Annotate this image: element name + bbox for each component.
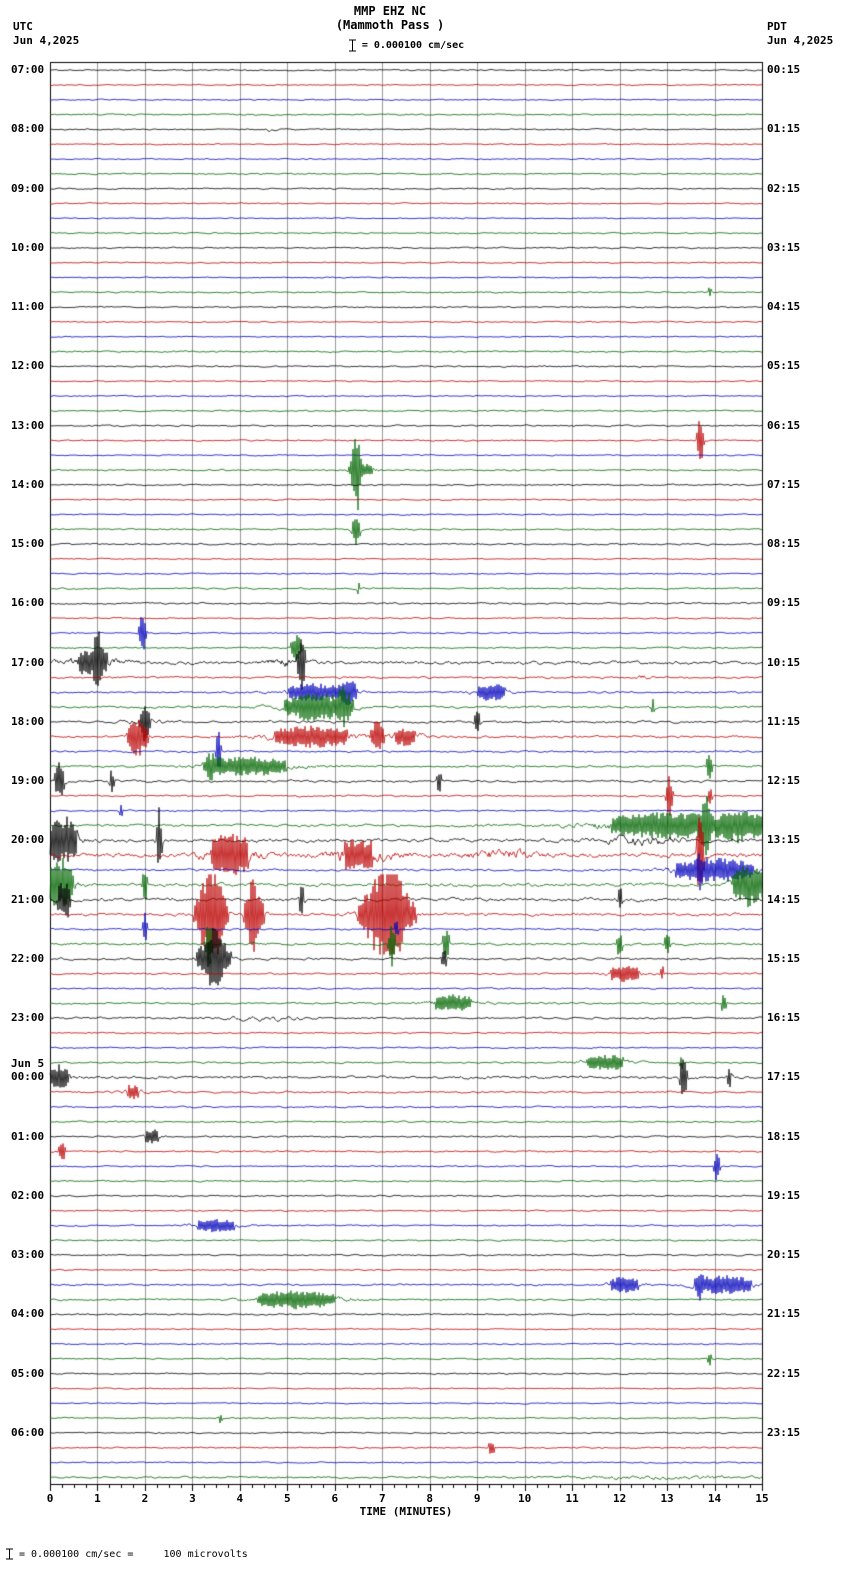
utc-hour-label: 05:00	[11, 1366, 45, 1380]
pdt-hour-label: 09:15	[767, 596, 801, 610]
pdt-hour-label: 21:15	[767, 1307, 801, 1321]
utc-hour-label: 00:00	[11, 1070, 45, 1084]
pdt-hour-label: 22:15	[767, 1366, 801, 1380]
utc-hour-label: 17:00	[11, 655, 45, 669]
pdt-hour-label: 23:15	[767, 1425, 801, 1439]
pdt-hour-label: 10:15	[767, 655, 801, 669]
x-tick-label: 15	[755, 1492, 769, 1505]
pdt-hour-label: 06:15	[767, 418, 801, 432]
utc-hour-label: 21:00	[11, 892, 45, 906]
pdt-hour-label: 04:15	[767, 300, 801, 314]
pdt-hour-label: 07:15	[767, 477, 801, 491]
header-center: MMP EHZ NC (Mammoth Pass )	[0, 4, 780, 32]
x-tick-label: 8	[426, 1492, 434, 1505]
station-title: MMP EHZ NC	[353, 4, 427, 18]
x-axis-title: TIME (MINUTES)	[359, 1505, 453, 1518]
scale-bar-icon	[348, 39, 356, 52]
pdt-hour-label: 19:15	[767, 1188, 801, 1202]
utc-hour-label: 19:00	[11, 774, 45, 788]
pdt-hour-label: 05:15	[767, 359, 801, 373]
utc-hour-label: 06:00	[11, 1425, 45, 1439]
utc-hour-label: 10:00	[11, 240, 45, 254]
utc-hour-label: 11:00	[11, 300, 45, 314]
x-tick-label: 6	[331, 1492, 339, 1505]
utc-hour-label: 04:00	[11, 1307, 45, 1321]
x-tick-label: 12	[612, 1492, 627, 1505]
utc-hour-label: 07:00	[11, 63, 45, 77]
utc-hour-label: 03:00	[11, 1248, 45, 1262]
date-break-label: Jun 5	[11, 1057, 45, 1071]
x-tick-label: 3	[189, 1492, 196, 1505]
pdt-hour-label: 02:15	[767, 181, 801, 195]
utc-hour-label: 12:00	[11, 359, 45, 373]
pdt-hour-label: 00:15	[767, 63, 801, 77]
utc-hour-label: 08:00	[11, 122, 45, 136]
x-tick-label: 0	[46, 1492, 54, 1505]
utc-hour-label: 22:00	[11, 951, 45, 965]
left-timezone-label: UTC	[13, 20, 33, 33]
scale-text: = 0.000100 cm/sec	[361, 40, 465, 51]
utc-hour-label: 23:00	[11, 1011, 45, 1025]
pdt-hour-label: 03:15	[767, 240, 801, 254]
utc-hour-label: 20:00	[11, 833, 45, 847]
x-tick-label: 9	[473, 1492, 481, 1505]
scale-bar-icon	[6, 1548, 13, 1560]
x-tick-label: 14	[707, 1492, 722, 1505]
pdt-hour-label: 16:15	[767, 1011, 801, 1025]
pdt-hour-label: 18:15	[767, 1129, 801, 1143]
footer-scale-note: = 0.000100 cm/sec = 100 microvolts	[5, 1548, 248, 1560]
pdt-hour-label: 08:15	[767, 537, 801, 551]
utc-hour-label: 02:00	[11, 1188, 45, 1202]
amplitude-scale: = 0.000100 cm/sec	[50, 39, 762, 52]
pdt-hour-label: 20:15	[767, 1248, 801, 1262]
right-timezone-label: PDT	[767, 20, 787, 33]
x-tick-label: 7	[378, 1492, 386, 1505]
utc-hour-label: 13:00	[11, 418, 45, 432]
x-tick-label: 5	[284, 1492, 291, 1505]
station-subtitle: (Mammoth Pass )	[335, 18, 445, 32]
pdt-hour-label: 01:15	[767, 122, 801, 136]
utc-hour-label: 14:00	[11, 477, 45, 491]
pdt-hour-label: 15:15	[767, 951, 801, 965]
right-date-label: Jun 4,2025	[767, 34, 834, 47]
x-tick-label: 11	[565, 1492, 579, 1505]
x-tick-label: 13	[660, 1492, 674, 1505]
utc-hour-label: 18:00	[11, 714, 45, 728]
left-date-label: Jun 4,2025	[13, 34, 80, 47]
header-right: PDT Jun 4,2025	[767, 20, 833, 48]
x-tick-label: 4	[236, 1492, 244, 1505]
pdt-hour-label: 13:15	[767, 833, 801, 847]
x-tick-label: 2	[141, 1492, 149, 1505]
header-left: UTC Jun 4,2025	[13, 20, 79, 48]
utc-hour-label: 15:00	[11, 537, 45, 551]
utc-hour-label: 01:00	[11, 1129, 45, 1143]
x-tick-label: 1	[94, 1492, 101, 1505]
utc-hour-label: 16:00	[11, 596, 45, 610]
pdt-hour-label: 14:15	[767, 892, 801, 906]
x-tick-label: 10	[518, 1492, 532, 1505]
footer-scale-text: = 0.000100 cm/sec = 100 microvolts	[19, 1548, 248, 1560]
pdt-hour-label: 11:15	[767, 714, 801, 728]
utc-hour-label: 09:00	[11, 181, 45, 195]
pdt-hour-label: 17:15	[767, 1070, 801, 1084]
pdt-hour-label: 12:15	[767, 774, 801, 788]
